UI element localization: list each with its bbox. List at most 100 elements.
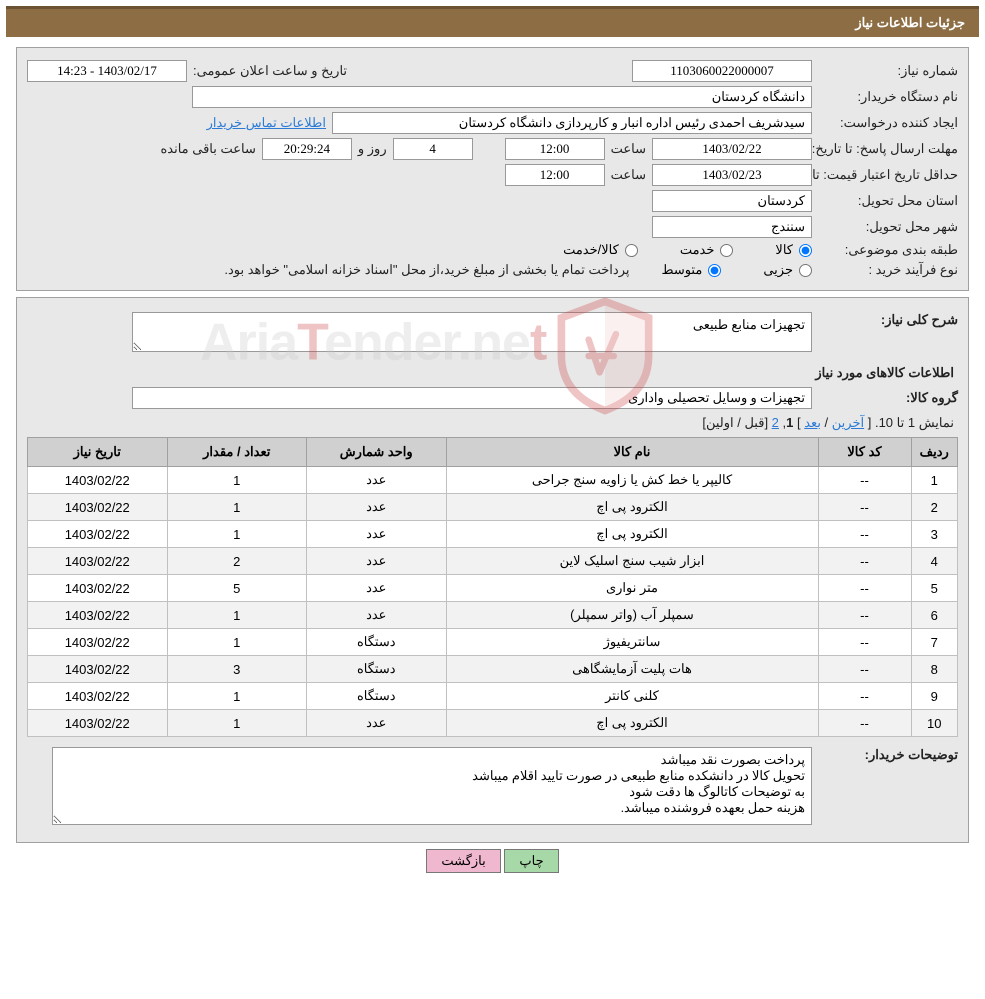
process-label: نوع فرآیند خرید : bbox=[818, 262, 958, 278]
time-label-1: ساعت bbox=[611, 141, 646, 157]
category-goods-service-label: کالا/خدمت bbox=[563, 242, 619, 258]
table-cell: 7 bbox=[911, 629, 958, 656]
pager-suffix: [قبل / اولین] bbox=[702, 415, 771, 430]
table-cell: 1 bbox=[911, 467, 958, 494]
th-code: کد کالا bbox=[818, 438, 911, 467]
group-field[interactable] bbox=[132, 387, 812, 409]
pager-next-link[interactable]: بعد bbox=[804, 415, 821, 430]
th-date: تاریخ نیاز bbox=[28, 438, 168, 467]
table-cell: متر نواری bbox=[446, 575, 818, 602]
table-row: 9--کلنی کانتردستگاه11403/02/22 bbox=[28, 683, 958, 710]
category-service-option[interactable]: خدمت bbox=[680, 242, 734, 258]
contact-link[interactable]: اطلاعات تماس خریدار bbox=[207, 115, 326, 131]
deadline-date-field[interactable] bbox=[652, 138, 812, 160]
table-cell: عدد bbox=[307, 602, 447, 629]
table-cell: 1 bbox=[167, 602, 307, 629]
category-service-radio[interactable] bbox=[720, 244, 733, 257]
table-cell: 9 bbox=[911, 683, 958, 710]
category-goods-service-radio[interactable] bbox=[625, 244, 638, 257]
category-goods-label: کالا bbox=[775, 242, 793, 258]
page-header: جزئیات اطلاعات نیاز bbox=[6, 6, 979, 37]
print-button[interactable]: چاپ bbox=[504, 849, 558, 873]
table-cell: الکترود پی اچ bbox=[446, 494, 818, 521]
table-cell: -- bbox=[818, 629, 911, 656]
table-cell: 1403/02/22 bbox=[28, 521, 168, 548]
need-panel: شرح کلی نیاز: اطلاعات کالاهای مورد نیاز … bbox=[16, 297, 969, 843]
province-field[interactable] bbox=[652, 190, 812, 212]
process-medium-option[interactable]: متوسط bbox=[661, 262, 721, 278]
time-label-2: ساعت bbox=[611, 167, 646, 183]
to-date-label-1: تا تاریخ: bbox=[812, 141, 853, 156]
table-row: 1--کالیپر یا خط کش یا زاویه سنج جراحیعدد… bbox=[28, 467, 958, 494]
need-number-field[interactable] bbox=[632, 60, 812, 82]
table-cell: -- bbox=[818, 467, 911, 494]
table-row: 3--الکترود پی اچعدد11403/02/22 bbox=[28, 521, 958, 548]
pager-sep1: / bbox=[821, 415, 832, 430]
table-cell: -- bbox=[818, 710, 911, 737]
pager-page2-link[interactable]: 2 bbox=[772, 415, 779, 430]
table-cell: 3 bbox=[911, 521, 958, 548]
table-cell: ابزار شیب سنج اسلیک لاین bbox=[446, 548, 818, 575]
page-title: جزئیات اطلاعات نیاز bbox=[855, 15, 965, 30]
validity-date-field[interactable] bbox=[652, 164, 812, 186]
table-cell: 1 bbox=[167, 710, 307, 737]
category-goods-radio[interactable] bbox=[799, 244, 812, 257]
process-partial-option[interactable]: جزیی bbox=[763, 262, 812, 278]
table-cell: 2 bbox=[167, 548, 307, 575]
notes-label: توضیحات خریدار: bbox=[818, 747, 958, 763]
table-row: 5--متر نواریعدد51403/02/22 bbox=[28, 575, 958, 602]
table-cell: 5 bbox=[167, 575, 307, 602]
process-partial-radio[interactable] bbox=[799, 264, 812, 277]
table-cell: 1 bbox=[167, 467, 307, 494]
table-cell: 5 bbox=[911, 575, 958, 602]
table-cell: 1 bbox=[167, 629, 307, 656]
summary-label: شرح کلی نیاز: bbox=[818, 312, 958, 328]
table-cell: 1403/02/22 bbox=[28, 683, 168, 710]
table-cell: عدد bbox=[307, 521, 447, 548]
table-cell: 1403/02/22 bbox=[28, 629, 168, 656]
table-cell: هات پلیت آزمایشگاهی bbox=[446, 656, 818, 683]
table-row: 6--سمپلر آب (واتر سمپلر)عدد11403/02/22 bbox=[28, 602, 958, 629]
table-cell: عدد bbox=[307, 548, 447, 575]
th-unit: واحد شمارش bbox=[307, 438, 447, 467]
summary-textarea[interactable] bbox=[132, 312, 812, 352]
table-cell: دستگاه bbox=[307, 656, 447, 683]
table-cell: -- bbox=[818, 575, 911, 602]
goods-table: ردیف کد کالا نام کالا واحد شمارش تعداد /… bbox=[27, 437, 958, 737]
deadline-label: مهلت ارسال پاسخ: تا تاریخ: bbox=[818, 141, 958, 157]
table-cell: 1 bbox=[167, 683, 307, 710]
table-cell: عدد bbox=[307, 494, 447, 521]
requester-label: ایجاد کننده درخواست: bbox=[818, 115, 958, 131]
validity-time-field[interactable] bbox=[505, 164, 605, 186]
table-cell: -- bbox=[818, 683, 911, 710]
table-cell: دستگاه bbox=[307, 629, 447, 656]
announce-date-field[interactable] bbox=[27, 60, 187, 82]
table-row: 8--هات پلیت آزمایشگاهیدستگاه31403/02/22 bbox=[28, 656, 958, 683]
back-button[interactable]: بازگشت bbox=[426, 849, 500, 873]
category-goods-option[interactable]: کالا bbox=[775, 242, 812, 258]
buyer-org-field[interactable] bbox=[192, 86, 812, 108]
process-medium-radio[interactable] bbox=[708, 264, 721, 277]
process-partial-label: جزیی bbox=[763, 262, 793, 278]
info-panel: شماره نیاز: تاریخ و ساعت اعلان عمومی: نا… bbox=[16, 47, 969, 291]
countdown-field[interactable] bbox=[262, 138, 352, 160]
remaining-label: ساعت باقی مانده bbox=[160, 141, 255, 157]
city-label: شهر محل تحویل: bbox=[818, 219, 958, 235]
table-cell: سمپلر آب (واتر سمپلر) bbox=[446, 602, 818, 629]
table-cell: 2 bbox=[911, 494, 958, 521]
pager-last-link[interactable]: آخرین bbox=[832, 415, 864, 430]
category-service-label: خدمت bbox=[680, 242, 715, 258]
requester-field[interactable] bbox=[332, 112, 812, 134]
table-cell: الکترود پی اچ bbox=[446, 710, 818, 737]
province-label: استان محل تحویل: bbox=[818, 193, 958, 209]
deadline-days-field[interactable] bbox=[393, 138, 473, 160]
process-note: پرداخت تمام یا بخشی از مبلغ خرید،از محل … bbox=[224, 262, 629, 278]
table-cell: عدد bbox=[307, 575, 447, 602]
button-row: چاپ بازگشت bbox=[0, 849, 985, 873]
category-goods-service-option[interactable]: کالا/خدمت bbox=[563, 242, 638, 258]
table-cell: عدد bbox=[307, 467, 447, 494]
notes-textarea[interactable] bbox=[52, 747, 812, 825]
deadline-time-field[interactable] bbox=[505, 138, 605, 160]
table-cell: 3 bbox=[167, 656, 307, 683]
city-field[interactable] bbox=[652, 216, 812, 238]
